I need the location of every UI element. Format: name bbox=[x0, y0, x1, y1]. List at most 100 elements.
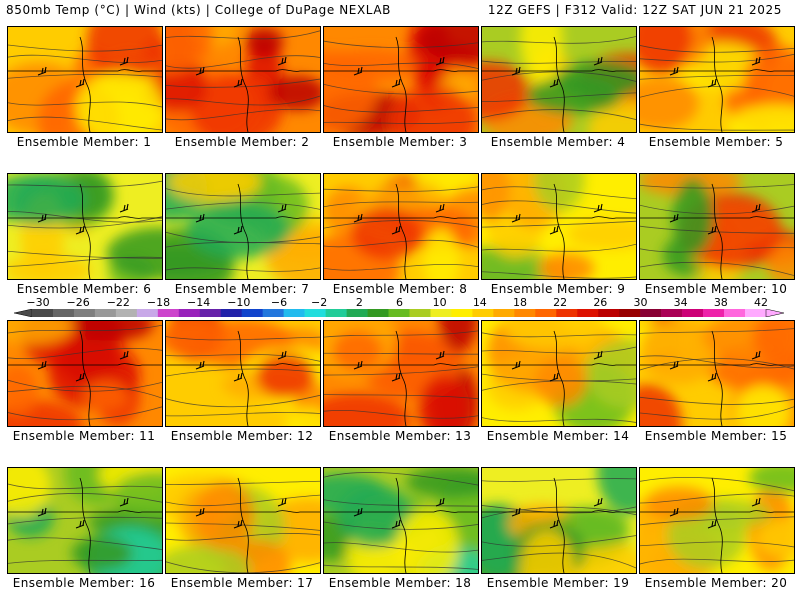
colorbar-swatch bbox=[262, 309, 284, 317]
temperature-map bbox=[640, 468, 794, 573]
colorbar-min-arrow bbox=[14, 309, 33, 317]
ensemble-member-label: Ensemble Member: 1 bbox=[16, 135, 152, 149]
colorbar-tick-label: 6 bbox=[395, 296, 403, 309]
colorbar-swatch bbox=[32, 309, 54, 317]
temperature-map bbox=[640, 321, 794, 426]
temperature-colorbar bbox=[14, 309, 784, 317]
colorbar-swatch bbox=[619, 309, 641, 317]
colorbar-tick-label: 22 bbox=[553, 296, 568, 309]
ensemble-member-label: Ensemble Member: 17 bbox=[170, 576, 314, 590]
temperature-map bbox=[482, 27, 636, 132]
temperature-map bbox=[640, 27, 794, 132]
colorbar-swatch bbox=[661, 309, 683, 317]
temperature-map bbox=[482, 174, 636, 279]
ensemble-member-label: Ensemble Member: 8 bbox=[332, 282, 468, 296]
temperature-map bbox=[324, 174, 478, 279]
colorbar-swatch bbox=[577, 309, 599, 317]
temperature-map bbox=[8, 468, 162, 573]
ensemble-member-label: Ensemble Member: 18 bbox=[328, 576, 472, 590]
ensemble-map-panel bbox=[481, 26, 637, 133]
colorbar-tick-label: −10 bbox=[227, 296, 251, 309]
ensemble-member-label: Ensemble Member: 20 bbox=[644, 576, 788, 590]
ensemble-member-label: Ensemble Member: 3 bbox=[332, 135, 468, 149]
colorbar-swatch bbox=[367, 309, 389, 317]
colorbar-swatch bbox=[472, 309, 494, 317]
ensemble-member-label: Ensemble Member: 16 bbox=[12, 576, 156, 590]
ensemble-member-label: Ensemble Member: 19 bbox=[486, 576, 630, 590]
colorbar-swatch bbox=[283, 309, 305, 317]
ensemble-member-label: Ensemble Member: 2 bbox=[174, 135, 310, 149]
colorbar-swatch bbox=[388, 309, 410, 317]
ensemble-member-label: Ensemble Member: 5 bbox=[648, 135, 784, 149]
colorbar-tick-label: 2 bbox=[355, 296, 363, 309]
ensemble-member-label: Ensemble Member: 15 bbox=[644, 429, 788, 443]
colorbar-tick-label: −14 bbox=[187, 296, 211, 309]
colorbar-swatch bbox=[136, 309, 159, 317]
ensemble-map-panel bbox=[481, 173, 637, 280]
colorbar-swatch bbox=[640, 309, 662, 317]
temperature-map bbox=[166, 321, 320, 426]
colorbar-tick-label: 26 bbox=[593, 296, 608, 309]
temperature-map bbox=[324, 321, 478, 426]
ensemble-map-panel bbox=[639, 26, 795, 133]
colorbar-swatch bbox=[115, 309, 138, 317]
temperature-map bbox=[640, 174, 794, 279]
colorbar-swatch bbox=[199, 309, 222, 317]
colorbar-swatch bbox=[682, 309, 704, 317]
ensemble-member-label: Ensemble Member: 4 bbox=[490, 135, 626, 149]
colorbar-swatch bbox=[346, 309, 368, 317]
colorbar-swatch bbox=[724, 309, 746, 317]
colorbar-max-arrow bbox=[765, 309, 784, 317]
temperature-map bbox=[482, 468, 636, 573]
colorbar-swatch bbox=[703, 309, 725, 317]
ensemble-map-panel bbox=[165, 320, 321, 427]
colorbar-swatch bbox=[745, 309, 767, 317]
ensemble-map-panel bbox=[165, 173, 321, 280]
colorbar-swatch bbox=[535, 309, 557, 317]
ensemble-member-label: Ensemble Member: 14 bbox=[486, 429, 630, 443]
ensemble-map-panel bbox=[323, 467, 479, 574]
header-title: 850mb Temp (°C) | Wind (kts) | College o… bbox=[6, 3, 392, 17]
colorbar-swatch bbox=[430, 309, 452, 317]
ensemble-map-panel bbox=[7, 467, 163, 574]
ensemble-map-panel bbox=[165, 467, 321, 574]
temperature-map bbox=[8, 321, 162, 426]
colorbar-swatch bbox=[220, 309, 243, 317]
colorbar-tick-label: 30 bbox=[633, 296, 648, 309]
ensemble-member-label: Ensemble Member: 13 bbox=[328, 429, 472, 443]
ensemble-member-label: Ensemble Member: 12 bbox=[170, 429, 314, 443]
ensemble-map-panel bbox=[481, 467, 637, 574]
colorbar-swatch bbox=[73, 309, 96, 317]
colorbar-swatch bbox=[556, 309, 578, 317]
colorbar-swatch bbox=[157, 309, 180, 317]
ensemble-map-panel bbox=[323, 26, 479, 133]
colorbar-swatch bbox=[304, 309, 326, 317]
ensemble-map-panel bbox=[323, 320, 479, 427]
ensemble-member-label: Ensemble Member: 6 bbox=[16, 282, 152, 296]
ensemble-map-panel bbox=[481, 320, 637, 427]
colorbar-swatch bbox=[493, 309, 515, 317]
ensemble-member-label: Ensemble Member: 10 bbox=[644, 282, 788, 296]
colorbar-swatch bbox=[409, 309, 431, 317]
colorbar-tick-label: −6 bbox=[270, 296, 288, 309]
colorbar-tick-label: 10 bbox=[432, 296, 447, 309]
temperature-map bbox=[166, 468, 320, 573]
colorbar-tick-label: 42 bbox=[753, 296, 768, 309]
ensemble-map-panel bbox=[7, 320, 163, 427]
colorbar-swatch bbox=[52, 309, 75, 317]
ensemble-map-panel bbox=[323, 173, 479, 280]
temperature-map bbox=[324, 27, 478, 132]
colorbar-swatch bbox=[514, 309, 536, 317]
colorbar-tick-label: −30 bbox=[26, 296, 50, 309]
colorbar-tick-label: −18 bbox=[146, 296, 171, 309]
ensemble-map-panel bbox=[639, 467, 795, 574]
colorbar-swatch bbox=[178, 309, 201, 317]
ensemble-member-label: Ensemble Member: 9 bbox=[490, 282, 626, 296]
temperature-map bbox=[166, 27, 320, 132]
temperature-map bbox=[8, 174, 162, 279]
temperature-map bbox=[8, 27, 162, 132]
ensemble-map-panel bbox=[639, 173, 795, 280]
temperature-map bbox=[166, 174, 320, 279]
ensemble-member-label: Ensemble Member: 11 bbox=[12, 429, 156, 443]
ensemble-map-panel bbox=[165, 26, 321, 133]
